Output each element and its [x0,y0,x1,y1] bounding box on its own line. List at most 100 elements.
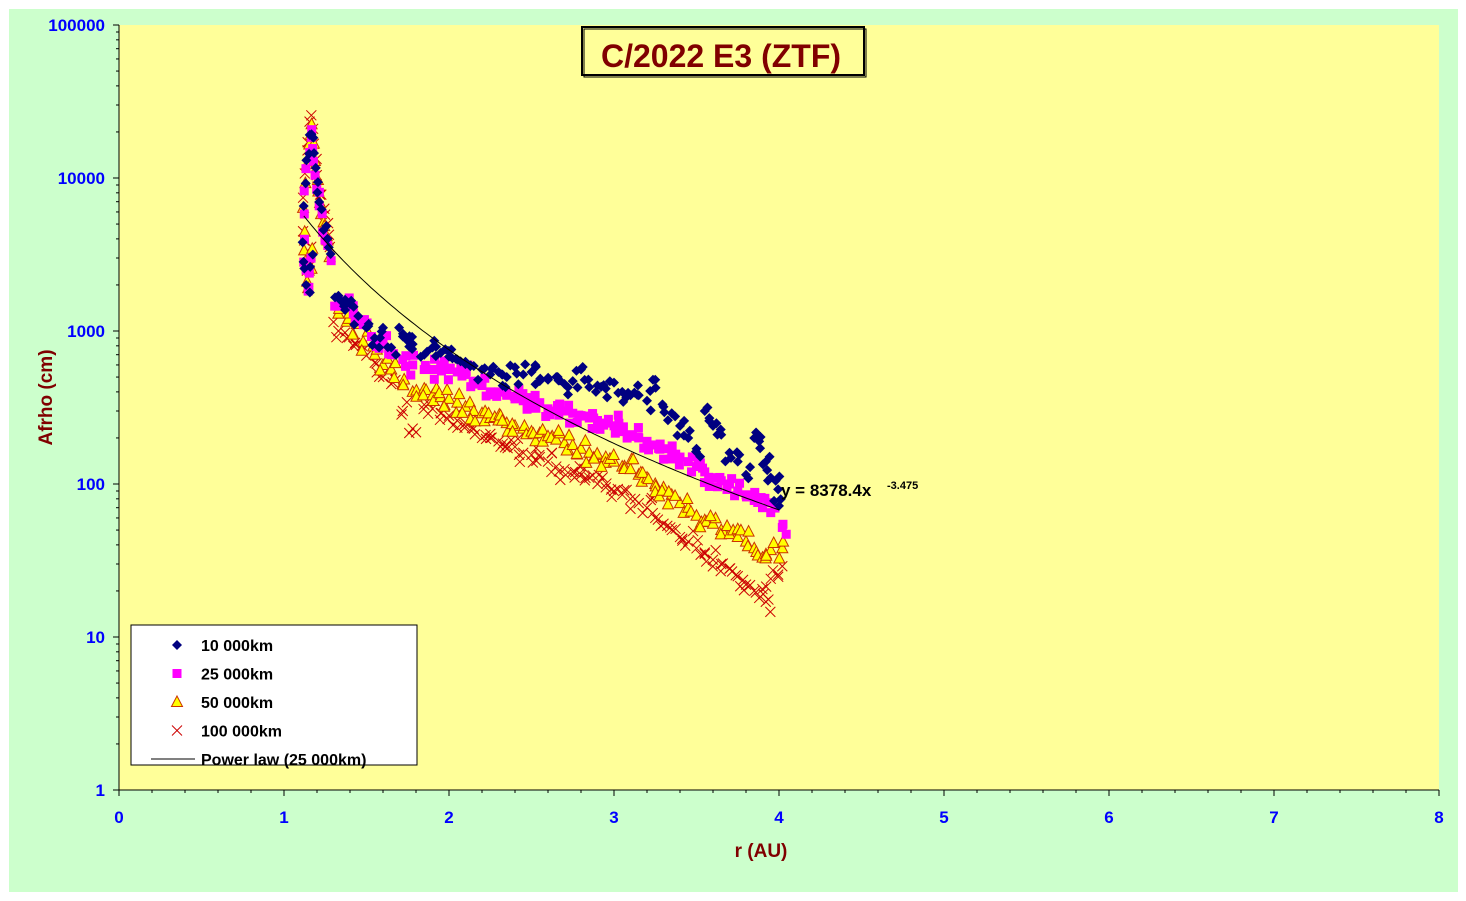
data-point [535,373,546,384]
data-point [445,363,455,373]
data-point [595,459,608,472]
data-point [622,433,632,443]
data-point [734,523,748,536]
data-point [613,410,623,420]
data-point [574,410,584,420]
data-point [356,334,370,347]
data-point [604,376,615,387]
data-point [760,581,772,592]
data-point [644,445,654,455]
data-point [536,422,549,435]
fit-layer [303,215,780,511]
data-point [530,379,541,390]
data-point [543,372,554,383]
data-point [440,382,454,395]
data-point [700,556,712,567]
data-point [428,365,437,375]
legend-marker [172,669,182,678]
data-point [731,529,745,543]
data-point [633,432,643,442]
legend-label: Power law (25 000km) [201,752,366,769]
data-point [647,374,658,385]
x-tick-label: 6 [1104,808,1113,827]
data-point [725,479,734,489]
data-point [308,144,318,154]
data-point [396,409,407,420]
data-point [511,368,522,379]
data-point [527,457,539,468]
data-point [489,390,499,400]
data-point [310,162,321,173]
data-point [479,363,490,374]
x-tick-label: 1 [279,808,288,827]
data-point [671,449,681,459]
title-box-shadow [583,28,867,78]
data-point [583,472,595,484]
data-point [579,374,590,385]
x-tick-label: 3 [609,808,618,827]
data-point [549,432,563,445]
data-point [727,474,737,484]
data-point [534,451,546,463]
chart-title-box: C/2022 E3 (ZTF) [581,26,867,78]
data-point [608,485,620,497]
data-point [384,349,394,359]
data-point [333,301,343,311]
data-point [664,522,676,533]
data-point [714,527,728,540]
legend-label: 50 000km [201,695,273,712]
data-point [659,454,669,464]
data-point [401,396,413,408]
data-point [501,372,512,383]
data-point [408,360,418,370]
x-tick-label: 5 [939,808,948,827]
data-point [513,379,524,390]
data-point [678,430,689,441]
data-point [355,343,369,356]
data-point [612,483,624,495]
data-point [331,331,342,343]
legend-marker [170,694,184,707]
data-point [676,533,688,545]
data-point [679,415,690,426]
series-10-000km [297,129,786,511]
data-point [422,408,434,420]
data-point [757,459,768,470]
data-point [659,407,670,418]
data-point [505,360,516,371]
fit-equation-main: y = 8378.4x [781,481,872,500]
data-marks [296,109,791,618]
data-point [530,361,541,372]
data-point [666,524,678,536]
data-point [310,170,320,180]
data-point [774,471,785,482]
data-point [618,396,629,407]
x-tick-label: 7 [1269,808,1278,827]
data-point [672,430,683,441]
data-point [316,204,327,215]
data-point [390,349,401,360]
data-point [629,493,641,505]
data-point [541,412,551,422]
data-point [763,594,774,605]
data-point [745,462,756,473]
data-point [555,399,565,409]
fit-equation-exponent: -3.475 [887,480,918,492]
data-point [572,417,582,427]
data-point [717,558,729,569]
data-point [610,428,620,438]
data-point [607,447,621,461]
data-point [764,451,775,462]
data-point [625,503,636,515]
data-point [447,353,458,364]
data-point [473,374,484,385]
data-point [633,423,643,433]
data-point [486,432,497,443]
data-point [758,503,767,513]
x-tick-label: 0 [114,808,123,827]
data-point [443,345,454,356]
y-tick-label: 100000 [48,16,105,35]
data-point [655,520,667,532]
x-tick-label: 2 [444,808,453,827]
